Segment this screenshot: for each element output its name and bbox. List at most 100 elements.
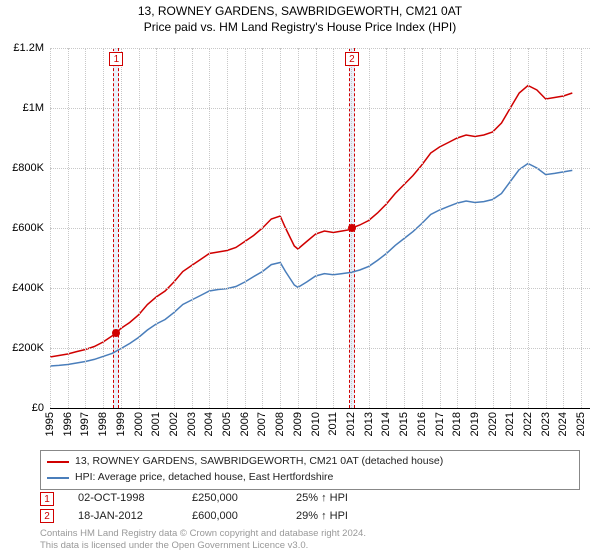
- gridline-vertical: [262, 48, 263, 408]
- x-axis-label: 1995: [44, 412, 56, 436]
- x-axis-label: 2000: [133, 412, 145, 436]
- x-axis-label: 2008: [274, 412, 286, 436]
- legend-item: HPI: Average price, detached house, East…: [47, 470, 573, 486]
- y-axis-label: £1M: [0, 102, 44, 114]
- x-axis-label: 2018: [451, 412, 463, 436]
- gridline-horizontal: [50, 288, 590, 289]
- chart-marker-box: 2: [345, 52, 359, 66]
- y-axis-label: £400K: [0, 282, 44, 294]
- x-axis-label: 2007: [256, 412, 268, 436]
- gridline-vertical: [139, 48, 140, 408]
- gridline-horizontal: [50, 408, 590, 409]
- transaction-delta: 25% ↑ HPI: [296, 490, 376, 508]
- gridline-vertical: [156, 48, 157, 408]
- title-address: 13, ROWNEY GARDENS, SAWBRIDGEWORTH, CM21…: [0, 4, 600, 20]
- footer-line: This data is licensed under the Open Gov…: [40, 540, 366, 552]
- gridline-vertical: [510, 48, 511, 408]
- x-axis-label: 2001: [150, 412, 162, 436]
- gridline-vertical: [245, 48, 246, 408]
- transaction-marker: 2: [40, 509, 54, 523]
- gridline-vertical: [103, 48, 104, 408]
- gridline-vertical: [333, 48, 334, 408]
- gridline-vertical: [440, 48, 441, 408]
- gridline-vertical: [227, 48, 228, 408]
- gridline-vertical: [192, 48, 193, 408]
- series-line: [50, 164, 572, 367]
- chart-container: 13, ROWNEY GARDENS, SAWBRIDGEWORTH, CM21…: [0, 0, 600, 560]
- gridline-horizontal: [50, 48, 590, 49]
- x-axis-label: 2010: [310, 412, 322, 436]
- transaction-delta: 29% ↑ HPI: [296, 508, 376, 526]
- gridline-vertical: [493, 48, 494, 408]
- gridline-vertical: [546, 48, 547, 408]
- gridline-vertical: [174, 48, 175, 408]
- transaction-row: 2 18-JAN-2012 £600,000 29% ↑ HPI: [40, 508, 376, 526]
- y-axis-label: £0: [0, 402, 44, 414]
- transaction-price: £600,000: [192, 508, 272, 526]
- x-axis-label: 2002: [168, 412, 180, 436]
- footer-line: Contains HM Land Registry data © Crown c…: [40, 528, 366, 540]
- transaction-row: 1 02-OCT-1998 £250,000 25% ↑ HPI: [40, 490, 376, 508]
- x-axis-label: 2009: [292, 412, 304, 436]
- x-axis-label: 2006: [239, 412, 251, 436]
- footer: Contains HM Land Registry data © Crown c…: [40, 528, 366, 553]
- gridline-vertical: [298, 48, 299, 408]
- gridline-horizontal: [50, 108, 590, 109]
- x-axis-label: 2003: [186, 412, 198, 436]
- x-axis-label: 2004: [203, 412, 215, 436]
- gridline-vertical: [209, 48, 210, 408]
- gridline-vertical: [422, 48, 423, 408]
- x-axis-label: 2024: [557, 412, 569, 436]
- gridline-vertical: [85, 48, 86, 408]
- x-axis-label: 1998: [97, 412, 109, 436]
- legend-box: 13, ROWNEY GARDENS, SAWBRIDGEWORTH, CM21…: [40, 450, 580, 490]
- gridline-vertical: [369, 48, 370, 408]
- x-axis-label: 2025: [575, 412, 587, 436]
- gridline-vertical: [528, 48, 529, 408]
- gridline-vertical: [50, 48, 51, 408]
- legend-item: 13, ROWNEY GARDENS, SAWBRIDGEWORTH, CM21…: [47, 454, 573, 470]
- legend-swatch: [47, 477, 69, 479]
- gridline-vertical: [581, 48, 582, 408]
- gridline-horizontal: [50, 348, 590, 349]
- gridline-horizontal: [50, 228, 590, 229]
- x-axis-label: 2019: [469, 412, 481, 436]
- legend-label: 13, ROWNEY GARDENS, SAWBRIDGEWORTH, CM21…: [75, 454, 443, 470]
- gridline-vertical: [316, 48, 317, 408]
- x-axis-label: 2016: [416, 412, 428, 436]
- legend-swatch: [47, 461, 69, 463]
- y-axis-label: £600K: [0, 222, 44, 234]
- chart-marker-box: 1: [109, 52, 123, 66]
- transaction-date: 02-OCT-1998: [78, 490, 168, 508]
- transaction-price: £250,000: [192, 490, 272, 508]
- series-line: [50, 86, 572, 358]
- x-axis-label: 1999: [115, 412, 127, 436]
- gridline-horizontal: [50, 168, 590, 169]
- gridline-vertical: [386, 48, 387, 408]
- transaction-date: 18-JAN-2012: [78, 508, 168, 526]
- transaction-marker: 1: [40, 492, 54, 506]
- gridline-vertical: [280, 48, 281, 408]
- gridline-vertical: [404, 48, 405, 408]
- x-axis-label: 2005: [221, 412, 233, 436]
- plot: £0£200K£400K£600K£800K£1M£1.2M1995199619…: [50, 48, 590, 408]
- gridline-vertical: [457, 48, 458, 408]
- x-axis-label: 2017: [434, 412, 446, 436]
- title-subtitle: Price paid vs. HM Land Registry's House …: [0, 20, 600, 36]
- x-axis-label: 2023: [540, 412, 552, 436]
- chart-marker-dot: [112, 329, 120, 337]
- y-axis-label: £800K: [0, 162, 44, 174]
- x-axis-label: 2012: [345, 412, 357, 436]
- title-block: 13, ROWNEY GARDENS, SAWBRIDGEWORTH, CM21…: [0, 0, 600, 35]
- chart-marker-dot: [348, 224, 356, 232]
- y-axis-label: £200K: [0, 342, 44, 354]
- gridline-vertical: [563, 48, 564, 408]
- chart-area: £0£200K£400K£600K£800K£1M£1.2M1995199619…: [50, 48, 590, 408]
- y-axis-label: £1.2M: [0, 42, 44, 54]
- x-axis-label: 2015: [398, 412, 410, 436]
- x-axis-label: 2020: [487, 412, 499, 436]
- x-axis-label: 1997: [79, 412, 91, 436]
- legend-label: HPI: Average price, detached house, East…: [75, 470, 333, 486]
- gridline-vertical: [475, 48, 476, 408]
- gridline-vertical: [68, 48, 69, 408]
